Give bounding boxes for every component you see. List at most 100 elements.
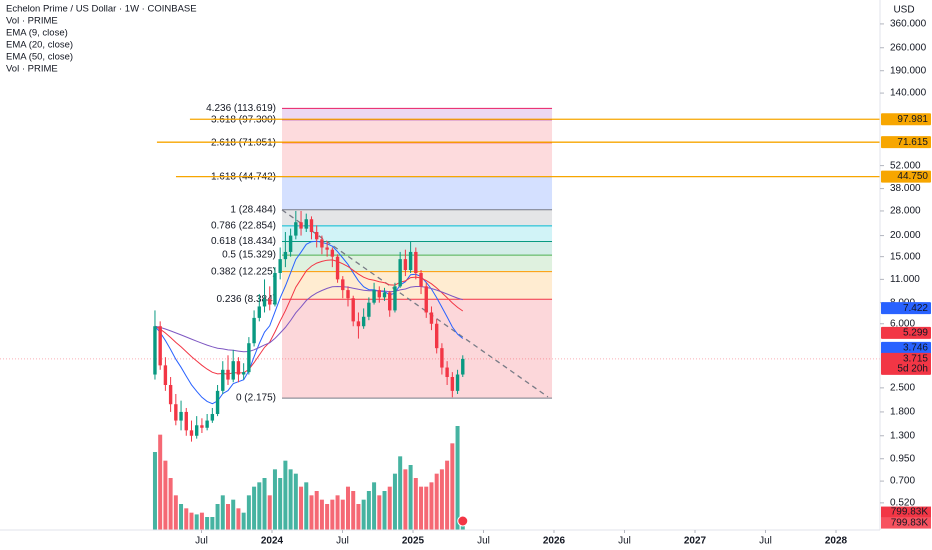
volume-bar (173, 495, 178, 530)
legend-item: EMA (50, close) (6, 52, 73, 63)
candle-body (304, 219, 308, 229)
volume-bar (335, 495, 340, 530)
price-badge (881, 326, 931, 339)
candle-body (346, 290, 350, 299)
volume-bar (278, 478, 283, 530)
volume-bar (267, 495, 272, 530)
volume-bar (392, 473, 397, 530)
last-price-label: 3.715 (903, 354, 928, 365)
fib-zone (282, 299, 553, 399)
fib-zone (282, 209, 553, 226)
candle-body (414, 251, 418, 273)
volume-bar (314, 491, 319, 530)
candle-body (330, 249, 335, 257)
candle-body (168, 385, 173, 405)
fib-zone (282, 241, 553, 256)
price-badge (881, 341, 931, 354)
volume-bar (413, 478, 418, 530)
volume-bar (403, 469, 408, 530)
fib-zone (282, 142, 553, 177)
candle-body (299, 222, 303, 229)
x-tick-label: Jul (477, 536, 490, 547)
candle-body (262, 299, 267, 307)
ema-line (154, 240, 464, 405)
x-tick-label: Jul (195, 536, 208, 547)
candle-body (341, 279, 345, 291)
candle-body (163, 365, 168, 386)
volume-bar (293, 473, 298, 530)
candle-body (252, 317, 256, 344)
fib-label: 0.236 (8.384) (217, 294, 277, 305)
axes: 97.981 71.615 44.750 0.520 0.700 0.950 1.300 1.… (195, 19, 931, 547)
candle-body (408, 251, 413, 271)
candle-body (450, 377, 455, 391)
candle-body (210, 413, 215, 421)
volume-bar (361, 499, 366, 530)
y-tick-label: 190.000 (890, 65, 927, 76)
candle-body (419, 272, 423, 287)
candle-body (351, 298, 355, 322)
volume-bar (319, 499, 324, 530)
volume-bar (210, 517, 215, 530)
candle-body (273, 272, 277, 305)
candle-body (361, 316, 366, 327)
y-tick-label: 140.000 (890, 88, 927, 99)
volume-bar (152, 452, 157, 530)
volume-bar (163, 460, 168, 530)
x-tick-label: Jul (336, 536, 349, 547)
x-tick-label: 2028 (825, 536, 848, 547)
volume-bar (220, 495, 225, 530)
volume-bar (424, 486, 429, 530)
x-tick-label: 2025 (402, 536, 425, 547)
y-tick-label: 52.000 (890, 160, 921, 171)
candle-body (434, 323, 439, 349)
candle-body (153, 326, 157, 375)
volume-bar (304, 482, 309, 530)
candle-body (309, 219, 314, 233)
candle-body (314, 232, 319, 240)
fib-label: 2.618 (71.051) (211, 137, 276, 148)
candle-body (247, 343, 251, 373)
fib-label: 1 (28.484) (230, 204, 276, 215)
candle-body (189, 430, 194, 436)
volume-bar (158, 434, 163, 530)
candle-body (226, 369, 230, 380)
candle-body (393, 286, 397, 311)
volume-bar (351, 491, 356, 530)
y-tick-label: 0.700 (890, 476, 915, 487)
volume-bar (194, 514, 199, 530)
currency-label: USD (893, 5, 914, 16)
candle-body (294, 222, 298, 236)
volume-bar (398, 456, 403, 530)
candle-body (174, 404, 178, 421)
candle-body (215, 390, 220, 414)
y-tick-label: 1.800 (890, 407, 915, 418)
x-tick-label: 2024 (261, 536, 284, 547)
price-badge (881, 170, 931, 183)
volume-bar (184, 508, 189, 530)
fib-zone (282, 108, 553, 120)
y-tick-label: 15.000 (890, 251, 921, 262)
fib-label: 0 (2.175) (236, 393, 276, 404)
candle-body (429, 312, 434, 324)
trendline (281, 209, 549, 398)
candle-body (398, 259, 402, 287)
y-tick-label: 1.300 (890, 430, 915, 441)
price-badge-label: 44.750 (897, 171, 928, 182)
candle-body (278, 259, 282, 273)
candle-body (205, 420, 209, 428)
x-tick-label: 2027 (684, 536, 707, 547)
volume-bar (439, 469, 444, 530)
volume-bar (330, 499, 335, 530)
y-tick-label: 6.000 (890, 318, 915, 329)
volume-badge-label: 799.83K (891, 518, 929, 529)
volume-bar (345, 486, 350, 530)
candle-body (445, 367, 449, 378)
volume-badge (881, 517, 931, 529)
price-axis-panel (880, 0, 932, 550)
chart-title: Echelon Prime / US Dollar · 1W · COINBAS… (6, 4, 197, 15)
volume-bar (460, 523, 465, 530)
volume-bar (252, 486, 257, 530)
volume-bar (283, 460, 288, 530)
